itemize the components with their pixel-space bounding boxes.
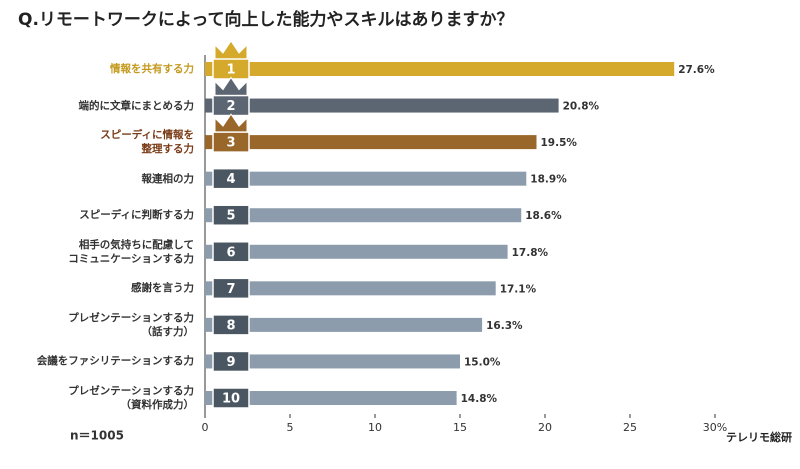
bar bbox=[205, 62, 675, 76]
value-label: 14.8% bbox=[461, 393, 498, 405]
rank-label: 2 bbox=[226, 99, 235, 114]
x-tick-label: 30% bbox=[703, 421, 727, 434]
x-tick-label: 10 bbox=[368, 421, 382, 434]
bar bbox=[205, 391, 457, 405]
rank-badge bbox=[212, 241, 250, 263]
value-label: 27.6% bbox=[678, 64, 715, 76]
crown bbox=[214, 40, 248, 60]
x-tick-label: 20 bbox=[538, 421, 552, 434]
rank-label: 5 bbox=[226, 209, 235, 224]
rank-label: 4 bbox=[226, 172, 235, 187]
category-label: プレゼンテーションする力 （資料作成力） bbox=[68, 385, 194, 411]
category-label: 会議をファシリテーションする力 bbox=[36, 355, 194, 368]
category-label: 端的に文章にまとめる力 bbox=[78, 99, 195, 112]
rank-badge bbox=[212, 204, 250, 226]
rank-badge bbox=[212, 314, 250, 336]
bar bbox=[205, 244, 508, 259]
value-label: 19.5% bbox=[541, 137, 578, 149]
value-label: 20.8% bbox=[563, 101, 600, 113]
x-tick-label: 15 bbox=[453, 421, 467, 434]
bar bbox=[205, 317, 483, 332]
rank-label: 10 bbox=[222, 392, 240, 407]
crown bbox=[214, 113, 248, 133]
value-label: 15.0% bbox=[464, 356, 501, 368]
rank-badge bbox=[212, 167, 250, 190]
brand: テレリモ総研 bbox=[726, 430, 792, 444]
category-label: スピーディに情報を 整理する力 bbox=[100, 129, 194, 156]
rank-badge bbox=[212, 277, 250, 300]
category-label: プレゼンテーションする力 （話す力） bbox=[68, 311, 194, 338]
category-label: 感謝を言う力 bbox=[131, 282, 194, 295]
value-label: 17.1% bbox=[500, 283, 537, 295]
rank-label: 3 bbox=[226, 136, 235, 151]
category-label: スピーディに判断する力 bbox=[79, 209, 194, 222]
rank-label: 9 bbox=[226, 355, 235, 370]
x-tick-label: 25 bbox=[623, 421, 637, 434]
bar bbox=[205, 98, 559, 113]
x-tick-label: 5 bbox=[287, 421, 294, 434]
rank-badge bbox=[212, 387, 250, 409]
rank-label: 7 bbox=[226, 282, 235, 297]
chart-title: Q.リモートワークによって向上した能力やスキルはありますか？ bbox=[18, 9, 514, 30]
value-label: 18.9% bbox=[530, 174, 567, 186]
category-label: 相手の気持ちに配慮して コミュニケーションする力 bbox=[68, 238, 194, 265]
value-label: 18.6% bbox=[525, 210, 562, 222]
rank-label: 8 bbox=[226, 318, 235, 333]
value-label: 17.8% bbox=[512, 247, 549, 259]
rank-label: 6 bbox=[226, 245, 235, 260]
bar bbox=[205, 135, 537, 150]
category-label: 情報を共有する力 bbox=[110, 63, 194, 75]
crown bbox=[214, 76, 248, 97]
value-label: 16.3% bbox=[486, 320, 523, 332]
bar bbox=[205, 208, 522, 223]
rank-badge bbox=[212, 131, 250, 153]
rank-label: 1 bbox=[226, 63, 235, 78]
rank-badge bbox=[212, 350, 250, 373]
bar bbox=[205, 171, 527, 186]
bar bbox=[205, 281, 496, 296]
x-tick-label: 0 bbox=[202, 421, 209, 434]
note: n＝1005 bbox=[70, 429, 124, 443]
bar bbox=[205, 354, 460, 369]
category-label: 報連相の力 bbox=[141, 172, 195, 185]
